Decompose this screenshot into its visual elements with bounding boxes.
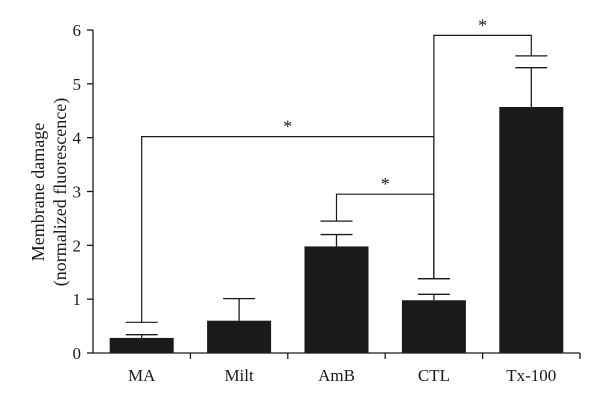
- bar-milt: [207, 320, 272, 353]
- y-axis-title-line2: (normalized fluorescence): [50, 98, 71, 286]
- significance-star: *: [478, 15, 487, 35]
- y-axis-title: Membrane damage (normalized fluorescence…: [28, 98, 71, 286]
- y-tick-label: 0: [73, 344, 82, 363]
- x-tick-label: Tx-100: [506, 366, 556, 385]
- bar-ctl: [401, 300, 466, 353]
- bar-ma: [109, 337, 174, 353]
- x-tick-label: Milt: [224, 366, 254, 385]
- y-tick-label: 1: [73, 290, 82, 309]
- x-tick-label: CTL: [418, 366, 450, 385]
- significance-star: *: [283, 117, 292, 137]
- x-tick-label: AmB: [318, 366, 355, 385]
- plot-area: 0 1 2 3 4 5 6 MA Milt AmB CTL Tx-100 * * *: [73, 15, 581, 385]
- x-tick-label: MA: [128, 366, 156, 385]
- y-axis-title-line1: Membrane damage: [28, 123, 48, 261]
- y-tick-label: 5: [73, 75, 82, 94]
- y-tick-label: 2: [73, 236, 82, 255]
- significance-bracket: [141, 135, 435, 323]
- bar-tx-100: [499, 106, 564, 354]
- y-tick-label: 4: [73, 129, 82, 148]
- y-tick-label: 6: [73, 21, 82, 40]
- y-tick-label: 3: [73, 183, 82, 202]
- significance-bracket: [433, 34, 532, 279]
- significance-star: *: [381, 174, 390, 194]
- bar-amb: [304, 246, 369, 353]
